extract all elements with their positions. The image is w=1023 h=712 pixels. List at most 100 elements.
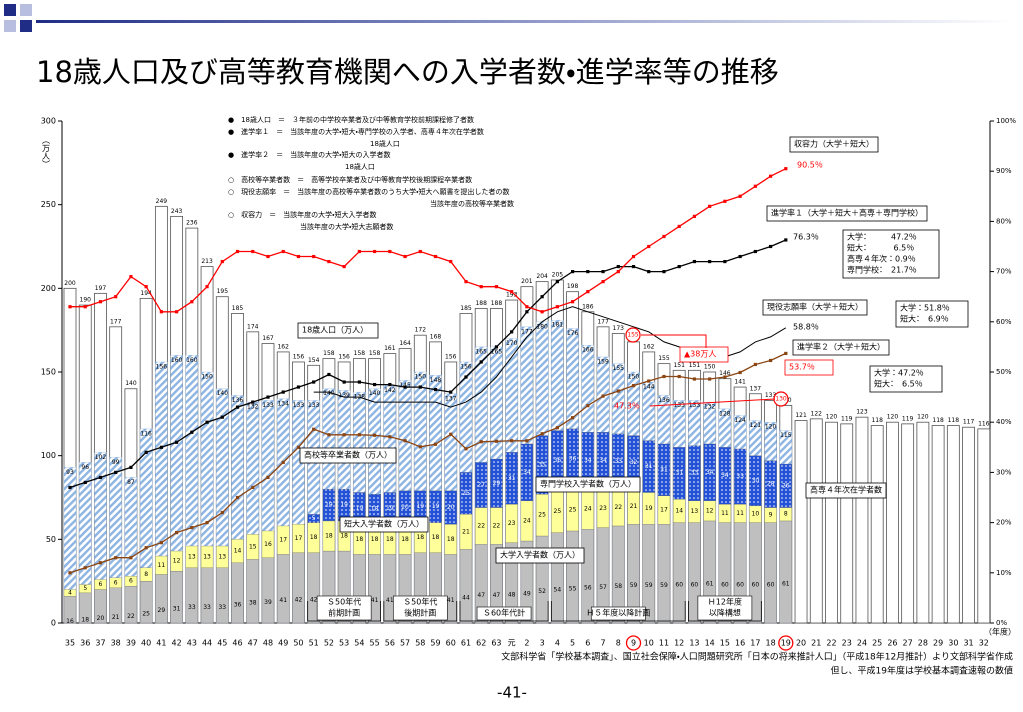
annotation: 130: [775, 396, 787, 403]
bar-label: 23: [508, 520, 516, 527]
annotation-text: 高専４年次在学者数: [810, 485, 882, 495]
stack-segment: [673, 522, 686, 624]
rate-marker: [510, 290, 514, 294]
bar-label: 174: [247, 323, 259, 330]
x-tick-label: 63: [491, 639, 501, 648]
rate-marker: [68, 571, 72, 575]
bar-label: 133: [308, 402, 320, 409]
series-callout-text: 進学率１（大学＋短大＋高専＋専門学校）: [771, 208, 923, 218]
bar-label: 30: [752, 477, 760, 484]
y2-tick-label: 30%: [996, 468, 1012, 476]
rate-marker: [68, 305, 72, 309]
population-bar: [931, 425, 945, 624]
bar-label: 162: [277, 343, 289, 350]
rate-marker: [479, 440, 483, 444]
rate-marker: [342, 264, 346, 269]
bar-label: 190: [80, 297, 92, 304]
stack-segment: [246, 559, 259, 624]
series-callout-box: [792, 339, 890, 356]
bar-label: 6: [129, 578, 133, 585]
stack-segment: [779, 463, 792, 508]
x-tick-label: 8: [616, 639, 621, 648]
x-tick-label: 10: [644, 639, 654, 648]
rate-marker: [357, 433, 361, 437]
rate-marker: [510, 439, 514, 443]
period-box: [316, 595, 372, 621]
annotation-text: 高専４年次：0.9％: [847, 254, 916, 264]
bar-label: 16: [66, 618, 74, 625]
bar-label: 124: [734, 417, 746, 424]
x-tick-label: 24: [857, 639, 867, 648]
bar-label: 22: [493, 522, 501, 529]
rate-marker: [205, 420, 209, 424]
rate-marker: [433, 387, 438, 392]
rate-marker: [677, 374, 681, 379]
bar-label: 13: [218, 553, 226, 560]
x-tick-label: 40: [141, 639, 151, 648]
bar-label: 136: [232, 397, 244, 404]
rate-marker: [708, 204, 712, 208]
stack-segment: [779, 520, 792, 624]
bar-label: 17: [660, 507, 668, 514]
annotation-box: [679, 346, 729, 363]
annotation: 58.8％: [793, 323, 819, 332]
period-label: Ｈ12年度: [708, 597, 742, 607]
annotation-arrow: [641, 334, 707, 348]
x-tick-label: 18: [765, 639, 775, 648]
x-tick-label: 13: [689, 639, 699, 648]
rate-marker: [251, 485, 255, 490]
bar-label: 31: [173, 606, 181, 613]
bar-label: 19: [325, 502, 333, 509]
stack-segment: [261, 530, 275, 558]
stack-segment: [124, 575, 138, 587]
stack-segment: [170, 570, 183, 624]
bar-label: 213: [201, 258, 213, 265]
period-bracket: [383, 601, 458, 622]
annotation-box: [895, 300, 969, 328]
bar-label: 11: [736, 510, 744, 517]
annotation: ▲38万人: [679, 346, 729, 363]
rate-marker: [540, 310, 544, 314]
bar-label: 8: [144, 571, 148, 578]
bar-label: 57: [599, 584, 607, 591]
bar-label: 140: [217, 390, 229, 397]
bar-label: 150: [628, 374, 640, 381]
stack-segment: [459, 549, 473, 624]
x-tick-label: 35: [65, 639, 75, 648]
x-tick-label: 6: [585, 639, 590, 648]
series-callout-box: [762, 299, 868, 316]
bar-label: 177: [110, 318, 122, 325]
rate-marker: [403, 439, 407, 443]
series-callout: 収容力（大学＋短大）: [789, 136, 879, 153]
bar-label: 155: [658, 355, 670, 362]
bar-label: 47: [493, 592, 501, 599]
rate-marker: [403, 254, 407, 259]
bar-label: 24: [584, 506, 592, 513]
rate-marker: [784, 167, 788, 171]
rate-marker: [251, 249, 255, 254]
bar-label: 60: [691, 581, 699, 588]
bar-label: 34: [599, 457, 607, 464]
period-label: 以降構想: [709, 608, 741, 618]
bar-label: 21: [462, 528, 470, 535]
bar-label: 20: [447, 504, 455, 511]
bar-label: 156: [460, 363, 472, 370]
bar-label: 61: [706, 580, 714, 587]
bar-label: 56: [584, 585, 592, 592]
x-tick-label: 26: [887, 639, 897, 648]
y-tick-label: 200: [41, 284, 56, 293]
bar-label: 42: [310, 596, 318, 603]
bar-label: 118: [932, 417, 944, 424]
rate-marker: [83, 305, 87, 309]
bar-label: 29: [493, 480, 501, 487]
stack-segment: [490, 458, 503, 508]
rate-marker: [555, 280, 559, 284]
bar-label: 22: [614, 504, 622, 511]
y2-tick-label: 90%: [996, 167, 1012, 175]
bar-label: 172: [415, 327, 427, 334]
x-tick-label: 12: [674, 639, 684, 648]
stack-segment: [246, 534, 259, 560]
header-decoration: [4, 4, 1016, 32]
bar-label: 120: [765, 424, 777, 431]
x-tick-label: 56: [385, 639, 395, 648]
